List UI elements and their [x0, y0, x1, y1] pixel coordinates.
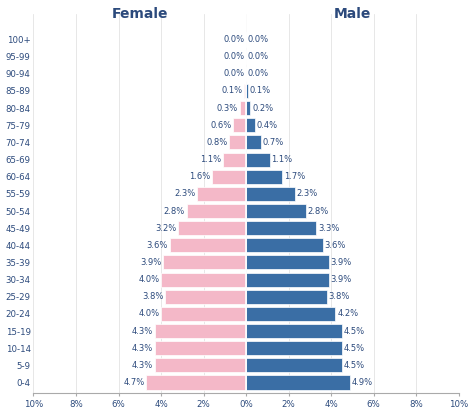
- Text: 4.9%: 4.9%: [352, 378, 373, 387]
- Bar: [246, 341, 342, 355]
- Bar: [246, 101, 250, 115]
- Text: 0.0%: 0.0%: [248, 35, 269, 44]
- Text: 1.1%: 1.1%: [271, 155, 292, 164]
- Text: 4.0%: 4.0%: [138, 310, 159, 318]
- Bar: [244, 84, 246, 98]
- Text: 4.7%: 4.7%: [123, 378, 145, 387]
- Text: 3.9%: 3.9%: [331, 275, 352, 284]
- Text: Male: Male: [334, 7, 371, 21]
- Bar: [246, 376, 350, 390]
- Text: 3.8%: 3.8%: [328, 292, 350, 301]
- Bar: [161, 307, 246, 321]
- Bar: [246, 204, 306, 218]
- Text: 0.7%: 0.7%: [263, 138, 284, 147]
- Text: 0.0%: 0.0%: [223, 69, 245, 78]
- Bar: [246, 170, 283, 184]
- Bar: [212, 170, 246, 184]
- Text: 2.8%: 2.8%: [164, 207, 185, 215]
- Text: 4.5%: 4.5%: [344, 361, 365, 370]
- Text: 0.0%: 0.0%: [223, 35, 245, 44]
- Bar: [178, 221, 246, 235]
- Text: 1.6%: 1.6%: [189, 172, 210, 181]
- Text: 0.1%: 0.1%: [250, 86, 271, 95]
- Bar: [246, 290, 327, 304]
- Text: 0.2%: 0.2%: [252, 104, 273, 112]
- Bar: [246, 118, 255, 132]
- Text: 0.0%: 0.0%: [248, 69, 269, 78]
- Bar: [246, 307, 336, 321]
- Bar: [170, 238, 246, 252]
- Text: 3.3%: 3.3%: [318, 224, 339, 233]
- Bar: [246, 135, 261, 149]
- Bar: [155, 324, 246, 338]
- Text: 4.5%: 4.5%: [344, 344, 365, 353]
- Text: 3.2%: 3.2%: [155, 224, 176, 233]
- Bar: [146, 376, 246, 390]
- Text: 4.2%: 4.2%: [337, 310, 358, 318]
- Bar: [246, 324, 342, 338]
- Text: 3.6%: 3.6%: [324, 241, 346, 250]
- Bar: [246, 187, 295, 201]
- Bar: [246, 153, 270, 166]
- Bar: [165, 290, 246, 304]
- Text: 0.6%: 0.6%: [210, 121, 232, 130]
- Bar: [223, 153, 246, 166]
- Bar: [155, 341, 246, 355]
- Text: 0.4%: 0.4%: [256, 121, 277, 130]
- Text: 0.3%: 0.3%: [217, 104, 238, 112]
- Text: 4.0%: 4.0%: [138, 275, 159, 284]
- Text: 3.9%: 3.9%: [331, 258, 352, 267]
- Text: 4.3%: 4.3%: [132, 327, 153, 336]
- Text: 1.1%: 1.1%: [200, 155, 221, 164]
- Text: 0.0%: 0.0%: [223, 52, 245, 61]
- Text: 4.3%: 4.3%: [132, 361, 153, 370]
- Bar: [233, 118, 246, 132]
- Text: 1.7%: 1.7%: [284, 172, 305, 181]
- Bar: [197, 187, 246, 201]
- Bar: [246, 255, 329, 269]
- Bar: [246, 84, 248, 98]
- Text: 0.8%: 0.8%: [206, 138, 228, 147]
- Bar: [240, 101, 246, 115]
- Bar: [187, 204, 246, 218]
- Text: 3.9%: 3.9%: [140, 258, 162, 267]
- Bar: [246, 221, 316, 235]
- Text: Female: Female: [111, 7, 168, 21]
- Text: 4.5%: 4.5%: [344, 327, 365, 336]
- Text: 2.8%: 2.8%: [308, 207, 328, 215]
- Text: 2.3%: 2.3%: [297, 189, 318, 198]
- Text: 4.3%: 4.3%: [132, 344, 153, 353]
- Bar: [229, 135, 246, 149]
- Bar: [246, 238, 323, 252]
- Text: 3.6%: 3.6%: [146, 241, 168, 250]
- Text: 0.1%: 0.1%: [221, 86, 242, 95]
- Text: 0.0%: 0.0%: [248, 52, 269, 61]
- Text: 2.3%: 2.3%: [174, 189, 195, 198]
- Bar: [155, 358, 246, 372]
- Text: 3.8%: 3.8%: [142, 292, 164, 301]
- Bar: [161, 273, 246, 287]
- Bar: [246, 273, 329, 287]
- Bar: [246, 358, 342, 372]
- Bar: [163, 255, 246, 269]
